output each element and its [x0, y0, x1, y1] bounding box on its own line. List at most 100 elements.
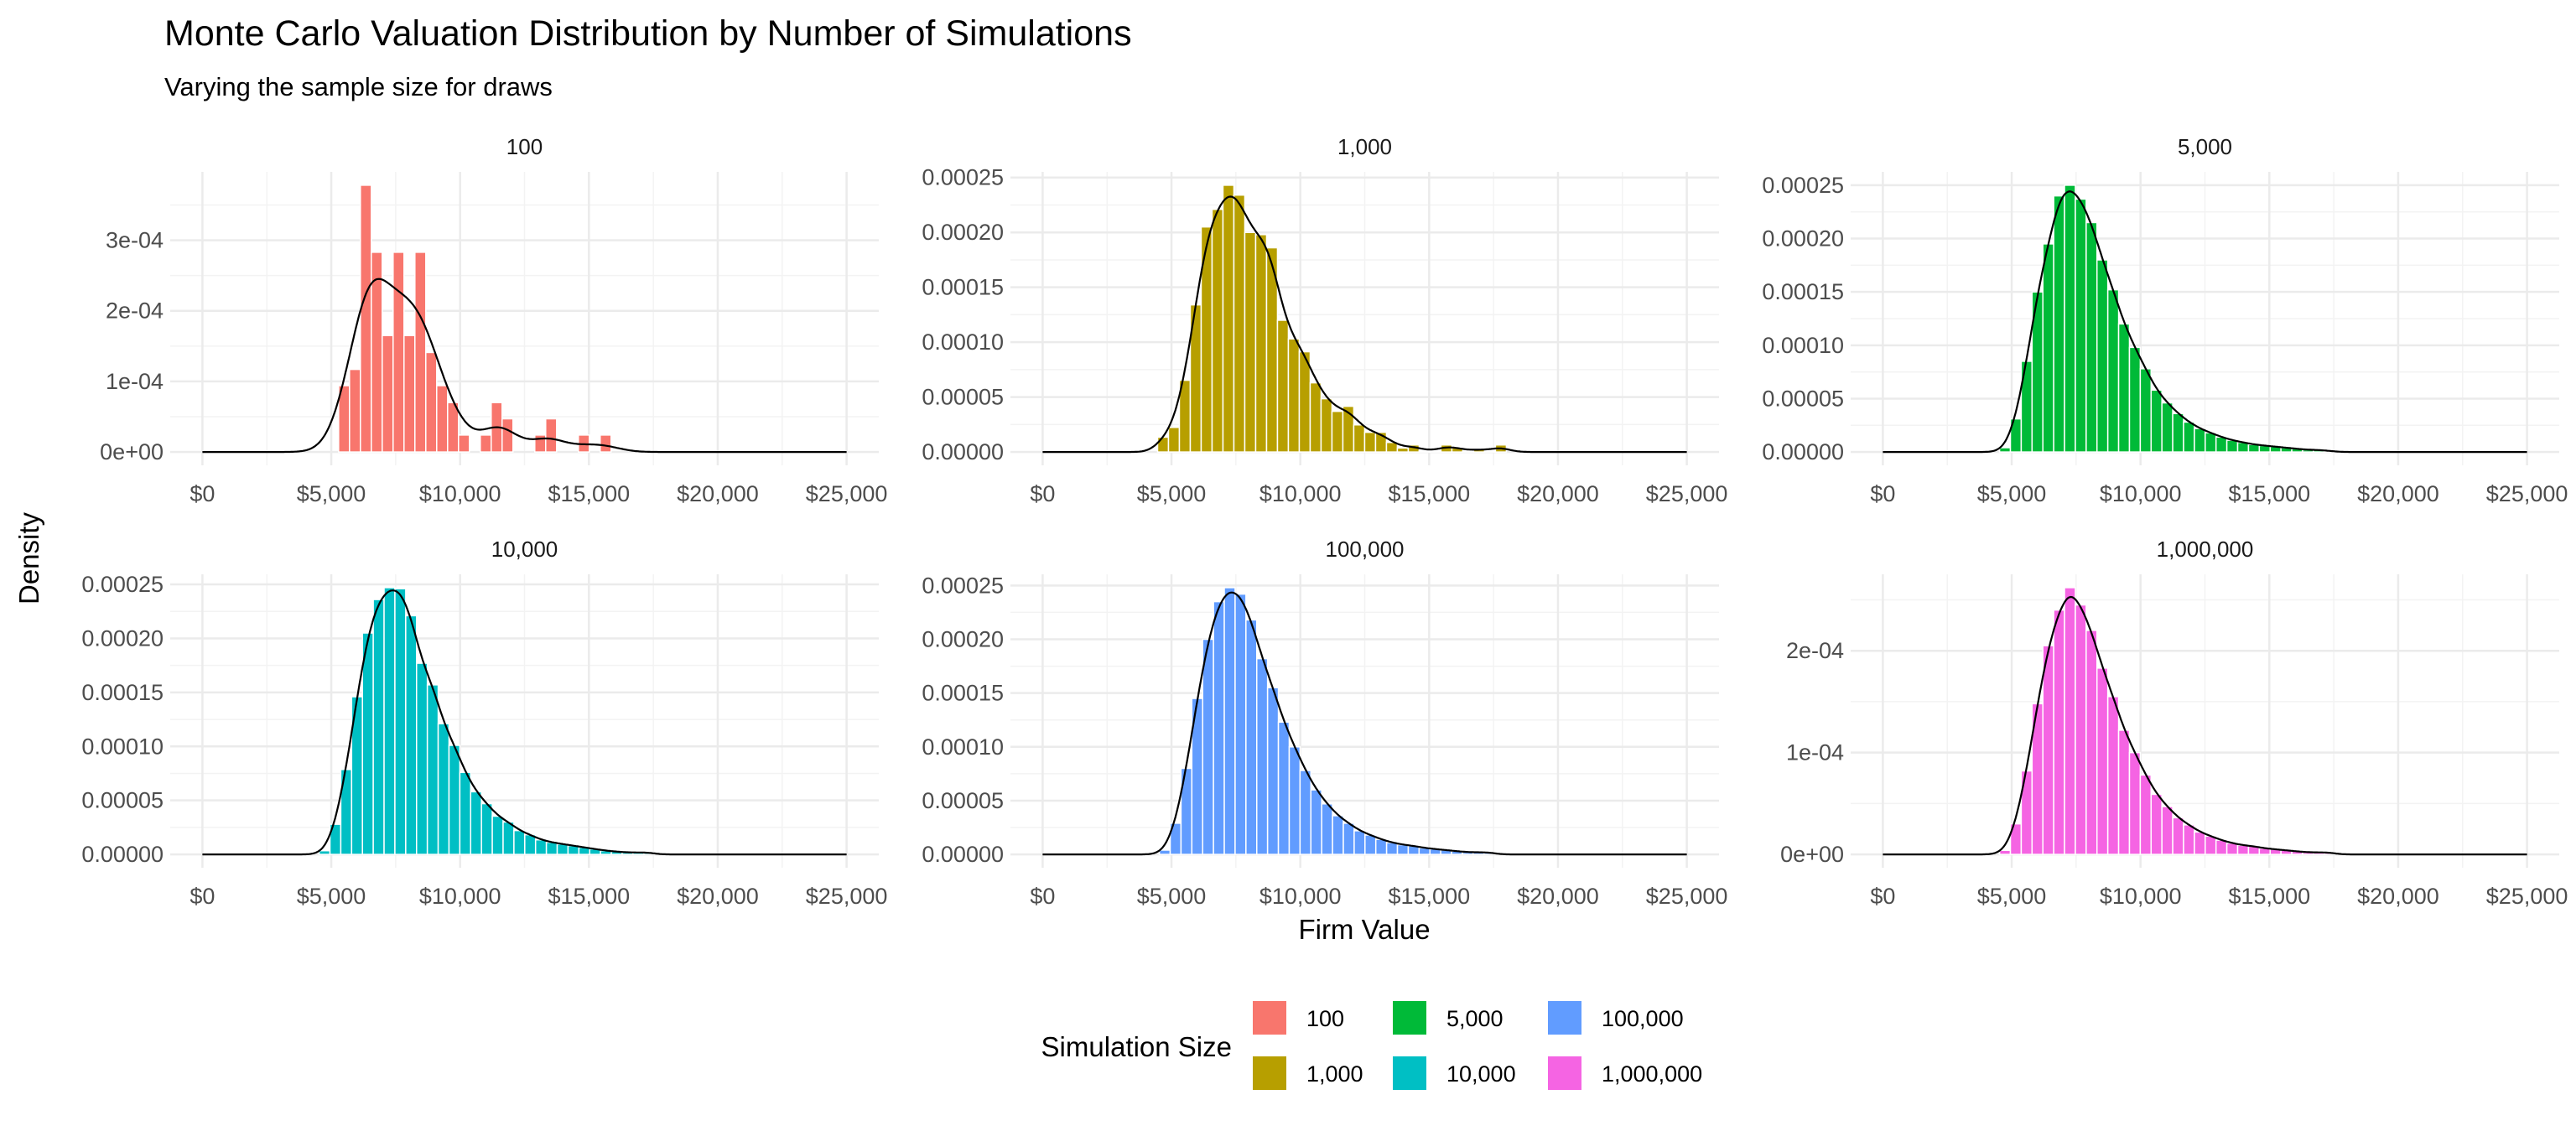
legend-item: 10,000 — [1393, 1056, 1516, 1090]
y-tick-label: 0.00010 — [81, 734, 164, 759]
histogram-bar — [1364, 834, 1377, 855]
histogram-bar — [2172, 817, 2184, 855]
histogram-bar — [2106, 288, 2120, 453]
y-tick-label: 0.00000 — [81, 842, 164, 867]
y-tick-label: 0.00010 — [1762, 333, 1844, 358]
x-tick-label: $10,000 — [419, 884, 501, 909]
y-tick-label: 0.00015 — [81, 680, 164, 705]
histogram-bar — [394, 588, 407, 855]
x-tick-label: $15,000 — [2229, 884, 2311, 909]
legend-item: 100,000 — [1548, 1001, 1684, 1035]
histogram-bar — [1331, 410, 1344, 453]
histogram-bar — [480, 802, 493, 855]
histogram-bar — [1385, 842, 1399, 855]
density-curve — [202, 278, 847, 454]
y-tick-label: 0.00015 — [922, 275, 1004, 300]
histogram-bar — [470, 791, 482, 855]
density-curve — [1883, 190, 2527, 454]
histogram-bar — [349, 368, 361, 453]
histogram-bar — [1288, 746, 1301, 855]
x-tick-label: $20,000 — [2357, 884, 2439, 909]
y-tick-label: 0.00020 — [81, 625, 164, 651]
histogram-bar — [1234, 593, 1247, 855]
histogram-bar — [436, 385, 449, 453]
facet-strip-label: 5,000 — [2178, 134, 2232, 159]
x-tick-label: $0 — [190, 884, 215, 909]
histogram-bar — [2183, 824, 2195, 855]
histogram-bar — [1998, 849, 2012, 855]
x-tick-label: $25,000 — [1646, 884, 1728, 909]
histogram-bar — [2172, 412, 2184, 453]
histogram-bar — [1353, 423, 1366, 453]
y-tick-label: 0.00000 — [1762, 439, 1844, 464]
legend-item: 5,000 — [1393, 1001, 1504, 1035]
x-tick-label: $5,000 — [1137, 884, 1207, 909]
legend-swatch — [1253, 1056, 1286, 1090]
y-tick-label: 1e-04 — [1786, 740, 1844, 765]
histogram-bar — [1202, 638, 1214, 855]
histogram-bar — [1245, 619, 1258, 855]
x-tick-label: $5,000 — [1137, 481, 1207, 506]
histogram-bar — [1287, 338, 1301, 453]
histogram-bar — [437, 723, 450, 855]
y-tick-label: 3e-04 — [106, 228, 164, 253]
y-tick-label: 0.00015 — [1762, 279, 1844, 304]
histogram-bar — [1298, 350, 1311, 453]
histogram-bar — [1396, 447, 1410, 453]
y-tick-label: 0.00015 — [922, 681, 1004, 706]
histogram-bar — [491, 815, 504, 855]
x-tick-label: $5,000 — [1977, 884, 2047, 909]
histogram-bar — [1254, 234, 1268, 453]
histogram-bar — [416, 662, 428, 855]
histogram-bar — [372, 599, 385, 855]
histogram-bar — [318, 849, 331, 855]
density-curve — [1042, 195, 1687, 454]
histogram-bar — [1277, 721, 1291, 855]
histogram-bar — [534, 838, 548, 855]
histogram-bar — [2150, 793, 2163, 855]
histogram-bar — [1256, 657, 1269, 855]
histogram-bar — [2225, 439, 2239, 453]
x-tick-label: $0 — [1030, 481, 1055, 506]
x-tick-label: $25,000 — [2486, 481, 2568, 506]
histogram-bar — [2205, 835, 2217, 855]
legend-label: 100 — [1306, 1006, 1344, 1031]
histogram-bar — [1320, 397, 1333, 453]
histogram-bar — [556, 843, 569, 855]
histogram-bar — [1211, 208, 1224, 453]
histogram-bar — [1158, 849, 1171, 855]
histogram-bar — [1353, 830, 1366, 855]
histogram-bar — [1167, 427, 1181, 453]
histogram-bar — [1310, 789, 1322, 855]
facet-panel: $0 $5,000 $10,000 $15,000 $20,000 $25,000 0e+0… — [1780, 537, 2568, 909]
histogram-bar — [1222, 184, 1235, 453]
x-tick-label: $20,000 — [677, 481, 759, 506]
histogram-bar — [383, 587, 396, 855]
x-tick-label: $15,000 — [2229, 481, 2311, 506]
histogram-bar — [2042, 645, 2054, 855]
histogram-bar — [545, 841, 558, 855]
histogram-bar — [1266, 687, 1280, 855]
x-tick-label: $15,000 — [548, 884, 631, 909]
histogram-bar — [599, 434, 612, 453]
legend-swatch — [1393, 1056, 1426, 1090]
histogram-bar — [545, 418, 558, 453]
x-tick-label: $5,000 — [1977, 481, 2047, 506]
y-tick-label: 0.00000 — [922, 842, 1004, 867]
x-tick-label: $25,000 — [806, 884, 888, 909]
facet-panel: $0 $5,000 $10,000 $15,000 $20,000 $25,000 0.00… — [922, 134, 1727, 506]
histogram-bar — [513, 829, 526, 855]
histogram-bar — [2139, 774, 2153, 855]
x-tick-label: $5,000 — [297, 884, 366, 909]
histogram-bar — [1385, 441, 1399, 453]
x-tick-label: $20,000 — [1517, 884, 1599, 909]
histogram-bar — [1363, 431, 1377, 453]
facet-strip-label: 100 — [506, 134, 543, 159]
legend-item: 1,000,000 — [1548, 1056, 1702, 1090]
legend-label: 100,000 — [1602, 1006, 1684, 1031]
chart-subtitle: Varying the sample size for draws — [164, 72, 553, 101]
histogram-bar — [425, 351, 438, 453]
histogram-bar — [2236, 844, 2250, 855]
x-tick-label: $0 — [1870, 884, 1895, 909]
x-tick-label: $15,000 — [1389, 884, 1471, 909]
